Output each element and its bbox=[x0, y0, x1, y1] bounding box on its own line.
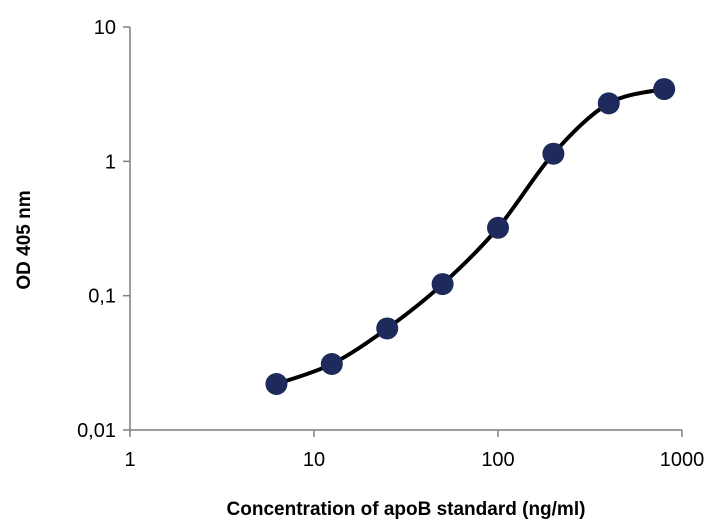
y-tick-label: 10 bbox=[94, 17, 116, 39]
data-point bbox=[597, 92, 620, 115]
data-point bbox=[653, 78, 676, 101]
x-tick-label: 100 bbox=[481, 449, 514, 471]
data-point bbox=[376, 317, 399, 340]
data-point bbox=[542, 142, 565, 165]
axis-tick-labels: 0,01 0,1 1 10 1 10 100 1000 bbox=[77, 17, 704, 471]
y-axis-title: OD 405 nm bbox=[14, 190, 35, 289]
x-axis-title: Concentration of apoB standard (ng/ml) bbox=[227, 499, 586, 520]
axes bbox=[129, 27, 682, 431]
data-point bbox=[320, 352, 343, 375]
data-point bbox=[265, 373, 288, 396]
y-tick-label: 1 bbox=[105, 151, 116, 173]
x-tick-label: 10 bbox=[303, 449, 325, 471]
axis-ticks bbox=[123, 26, 683, 437]
fitted-curve bbox=[274, 87, 667, 386]
data-points bbox=[265, 78, 676, 396]
y-tick-label: 0,1 bbox=[88, 286, 116, 308]
x-tick-label: 1000 bbox=[660, 449, 705, 471]
data-point bbox=[431, 273, 454, 296]
x-tick-label: 1 bbox=[124, 449, 135, 471]
y-tick-label: 0,01 bbox=[77, 420, 116, 442]
data-point bbox=[487, 216, 509, 239]
